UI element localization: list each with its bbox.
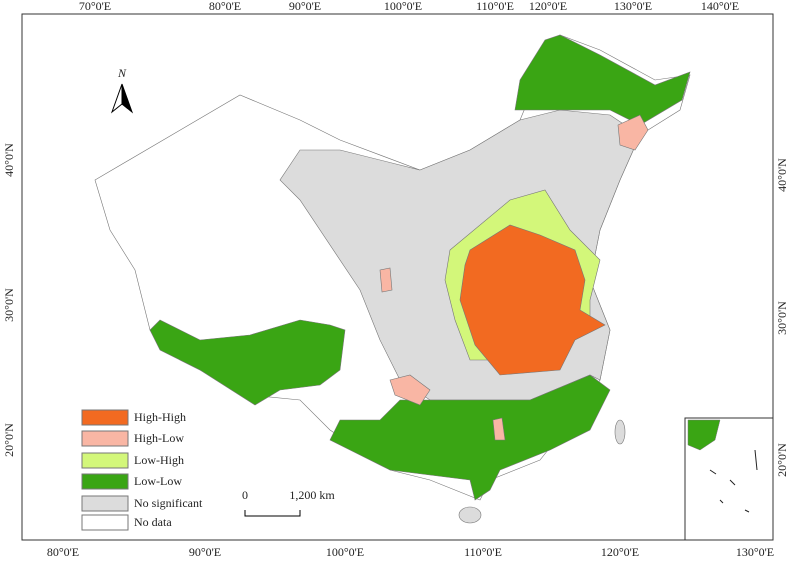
scale-start: 0: [242, 488, 248, 502]
top-axis-label: 70°0'E: [79, 0, 111, 13]
top-axis-label: 110°0'E: [476, 0, 514, 13]
left-axis-label: 30°0'N: [2, 288, 16, 322]
region: [329, 374, 611, 501]
region: [379, 267, 393, 293]
bottom-axis-label: 120°0'E: [601, 545, 639, 559]
top-axis-label: 90°0'E: [289, 0, 321, 13]
legend-swatch: [81, 452, 129, 469]
legend-swatch: [81, 473, 129, 490]
bottom-axis-label: 130°0'E: [736, 545, 774, 559]
region: [617, 114, 649, 151]
top-axis-label: 140°0'E: [701, 0, 739, 13]
legend-label: No significant: [134, 496, 203, 510]
top-axis-label: 100°0'E: [384, 0, 422, 13]
legend: High-High High-Low Low-High Low-Low No signi…: [81, 409, 203, 531]
region: [389, 374, 431, 406]
region: [458, 506, 482, 524]
legend-swatch: [81, 495, 129, 512]
legend-swatch: [81, 514, 129, 531]
left-axis-label: 40°0'N: [2, 143, 16, 177]
bottom-axis-label: 80°0'E: [47, 545, 79, 559]
regions: [94, 34, 691, 524]
right-axis-label: 20°0'N: [775, 443, 789, 477]
top-axis-label: 80°0'E: [209, 0, 241, 13]
scale-bar: 0 1,200 km: [242, 488, 335, 517]
north-label: N: [117, 66, 127, 80]
top-axis-label: 120°0'E: [529, 0, 567, 13]
bottom-axis-label: 100°0'E: [326, 545, 364, 559]
region: [614, 419, 626, 445]
legend-label: Low-High: [134, 453, 184, 467]
legend-label: High-High: [134, 410, 186, 424]
legend-label: Low-Low: [134, 474, 182, 488]
legend-label: No data: [134, 515, 172, 529]
left-axis-label: 20°0'N: [2, 423, 16, 457]
bottom-axis-label: 90°0'E: [189, 545, 221, 559]
region: [459, 224, 606, 376]
bottom-axis-label: 110°0'E: [464, 545, 502, 559]
legend-swatch: [81, 409, 129, 426]
right-axis-label: 30°0'N: [775, 301, 789, 335]
legend-swatch: [81, 430, 129, 447]
inset-islands: [709, 449, 758, 513]
top-axis-label: 130°0'E: [614, 0, 652, 13]
region: [492, 417, 506, 441]
region: [149, 319, 346, 406]
region: [514, 34, 691, 126]
scale-end: 1,200 km: [289, 488, 335, 502]
inset-coast: [687, 419, 721, 451]
right-axis-label: 40°0'N: [775, 158, 789, 192]
legend-label: High-Low: [134, 431, 184, 445]
north-arrow: N: [110, 66, 134, 114]
